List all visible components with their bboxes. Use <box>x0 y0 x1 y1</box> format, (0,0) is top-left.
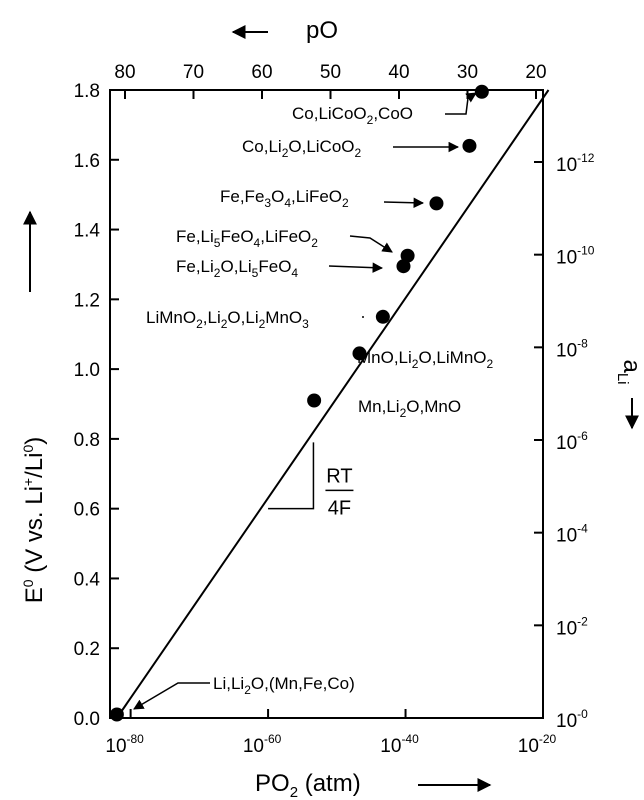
left-tick-label: 0.8 <box>74 430 100 451</box>
top-axis-title: pO <box>306 17 338 44</box>
point-annotation: Li,Li2O,(Mn,Fe,Co) <box>213 674 355 697</box>
data-point <box>352 346 367 361</box>
left-tick-label: 0.6 <box>74 500 100 521</box>
bottom-tick-label: 10-40 <box>380 732 419 757</box>
right-tick-label: 10-0 <box>556 707 588 732</box>
point-annotation: Co,Li2O,LiCoO2 <box>242 137 362 160</box>
right-tick-label: 10-4 <box>556 522 588 547</box>
data-point <box>474 84 489 99</box>
top-tick-label: 40 <box>388 62 409 83</box>
left-tick-label: 1.8 <box>74 81 100 102</box>
annotation-leader <box>383 197 425 209</box>
left-tick-label: 1.2 <box>74 290 100 311</box>
top-tick-label: 50 <box>320 62 341 83</box>
data-point <box>375 309 390 324</box>
left-axis-title: E0 (V vs. Li+/Li0) <box>20 437 48 604</box>
right-tick-label: 10-12 <box>556 151 595 176</box>
slope-triangle <box>268 442 315 510</box>
right-tick-label: 10-2 <box>556 614 588 639</box>
bottom-tick-label: 10-80 <box>105 732 144 757</box>
right-tick-label: 10-10 <box>556 244 595 269</box>
point-annotation: Fe,Fe3O4,LiFeO2 <box>220 187 349 210</box>
right-tick-label: 10-8 <box>556 336 588 361</box>
left-tick-label: 1.6 <box>74 151 100 172</box>
left-tick-label: 0.4 <box>74 569 101 590</box>
bottom-tick-label: 10-20 <box>518 732 557 757</box>
data-point <box>429 196 444 211</box>
plot-frame <box>109 89 544 719</box>
main-line <box>116 89 550 719</box>
data-point <box>400 248 415 263</box>
right-tick-label: 10-6 <box>556 429 588 454</box>
top-tick-label: 20 <box>525 62 546 83</box>
bottom-tick-label: 10-60 <box>243 732 282 757</box>
slope-label-bottom: 4F <box>328 497 351 519</box>
right-axis-title: aLi <box>614 359 644 384</box>
left-tick-label: 1.0 <box>74 360 100 381</box>
data-point <box>307 393 322 408</box>
data-point <box>109 707 124 722</box>
top-tick-label: 60 <box>251 62 272 83</box>
point-annotation: Mn,Li2O,MnO <box>358 397 461 420</box>
bottom-axis-title: PO2 (atm) <box>255 770 361 800</box>
annotation-leader <box>349 235 393 253</box>
point-annotation: LiMnO2,Li2O,Li2MnO3 <box>146 308 309 331</box>
annotation-leader <box>328 262 384 273</box>
slope-label-top: RT <box>326 465 352 487</box>
top-tick-label: 30 <box>457 62 478 83</box>
annotation-leader <box>133 682 210 710</box>
left-tick-label: 1.4 <box>74 221 101 242</box>
point-annotation: Co,LiCoO2,CoO <box>292 104 413 127</box>
data-point <box>462 138 477 153</box>
top-tick-label: 80 <box>114 62 135 83</box>
annotation-leader <box>445 92 477 115</box>
left-tick-label: 0.2 <box>74 639 100 660</box>
point-annotation: Fe,Li5FeO4,LiFeO2 <box>176 227 318 250</box>
top-tick-label: 70 <box>183 62 204 83</box>
point-annotation: MnO,Li2O,LiMnO2 <box>357 348 494 371</box>
point-annotation: Fe,Li2O,Li5FeO4 <box>176 257 298 280</box>
left-tick-label: 0.0 <box>74 709 100 730</box>
